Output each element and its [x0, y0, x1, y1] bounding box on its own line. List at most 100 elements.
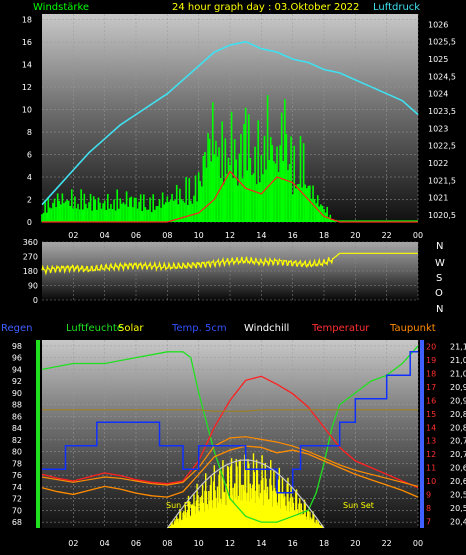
- humidity-line: [41, 345, 419, 523]
- x-tick: 10: [194, 231, 204, 240]
- ticks-middle: 0 90 180 270 360: [23, 238, 38, 305]
- compass-o: O: [435, 288, 443, 299]
- compass-n1: N: [436, 241, 443, 252]
- y-left-tick: 12: [22, 83, 32, 92]
- y-rain-tick: 20,8: [450, 423, 466, 432]
- ticks-top: 0246810121416181020,510211021,510221022,…: [22, 16, 456, 240]
- y-left-tick: 90: [12, 389, 22, 398]
- y-left-tick: 94: [12, 365, 22, 374]
- y-left-tick: 72: [12, 495, 22, 504]
- y-left-tick: 18: [22, 16, 32, 25]
- x-tick: 14: [256, 539, 266, 548]
- x-tick: 18: [319, 231, 329, 240]
- y-left-tick: 14: [22, 61, 32, 70]
- x-tick: 16: [288, 539, 298, 548]
- y-temp-tick: 9: [426, 490, 431, 499]
- pressure-line: [41, 40, 419, 206]
- y-rain-tick: 20,9: [450, 396, 466, 405]
- compass-s: S: [436, 273, 442, 284]
- y-left-tick: 4: [27, 173, 32, 182]
- x-tick: 22: [382, 231, 392, 240]
- y-right-tick: 1022: [428, 159, 448, 168]
- x-tick: 08: [162, 231, 172, 240]
- y-tick: 180: [23, 267, 38, 276]
- y-temp-tick: 8: [426, 504, 431, 513]
- y-temp-tick: 13: [426, 437, 436, 446]
- y-tick: 270: [23, 253, 38, 262]
- y-rain-tick: 21,0: [450, 356, 466, 365]
- y-left-tick: 70: [12, 506, 22, 515]
- temperature-line: [41, 375, 419, 489]
- y-tick: 90: [28, 282, 38, 291]
- x-tick: 04: [100, 231, 110, 240]
- solar-area: [167, 453, 324, 528]
- legend-temp5cm: Temp. 5cm: [171, 323, 227, 334]
- x-tick: 00: [413, 539, 423, 548]
- right-axis-title: Luftdruck: [373, 2, 420, 13]
- windchill-line: [41, 436, 419, 487]
- y-right-tick: 1026: [428, 20, 448, 29]
- y-right-tick: 1023: [428, 124, 448, 133]
- y-right-tick: 1021: [428, 194, 448, 203]
- y-left-tick: 76: [12, 471, 22, 480]
- y-rain-tick: 20,9: [450, 383, 466, 392]
- sunrise-label: Sun Rise: [166, 501, 201, 510]
- y-temp-tick: 12: [426, 450, 436, 459]
- compass-n2: N: [436, 304, 443, 315]
- wind-direction-line: [41, 252, 418, 276]
- y-right-tick: 1021,5: [428, 176, 456, 185]
- y-left-tick: 8: [27, 128, 32, 137]
- y-rain-tick: 20,7: [450, 450, 466, 459]
- x-tick: 22: [382, 539, 392, 548]
- y-temp-tick: 10: [426, 477, 436, 486]
- y-rain-tick: 20,6: [450, 477, 466, 486]
- y-rain-tick: 21,1: [450, 343, 466, 352]
- y-left-tick: 74: [12, 483, 22, 492]
- sunset-label: Sun Set: [343, 501, 374, 510]
- y-left-tick: 80: [12, 448, 22, 457]
- y-left-tick: 96: [12, 354, 22, 363]
- grid-middle: [42, 241, 419, 301]
- compass-w: W: [435, 258, 445, 269]
- y-right-tick: 1022,5: [428, 142, 456, 151]
- x-tick: 18: [319, 539, 329, 548]
- x-tick: 00: [413, 231, 423, 240]
- y-left-tick: 68: [12, 518, 22, 527]
- y-left-tick: 92: [12, 377, 22, 386]
- legend-luftfeuchte: Luftfeuchte: [66, 323, 123, 334]
- y-left-tick: 86: [12, 412, 22, 421]
- y-temp-tick: 17: [426, 383, 436, 392]
- x-tick: 04: [100, 539, 110, 548]
- y-rain-tick: 21,0: [450, 370, 466, 379]
- y-left-tick: 0: [27, 218, 32, 227]
- y-rain-tick: 20,5: [450, 490, 466, 499]
- x-tick: 02: [68, 231, 78, 240]
- y-right-tick: 1020,5: [428, 211, 456, 220]
- humidity-axis-bar: [36, 340, 40, 528]
- y-left-tick: 88: [12, 401, 22, 410]
- y-left-tick: 82: [12, 436, 22, 445]
- y-right-tick: 1025: [428, 55, 448, 64]
- wind-avg-line: [42, 170, 418, 223]
- y-left-tick: 16: [22, 38, 32, 47]
- legend-solar: Solar: [118, 323, 144, 334]
- y-temp-tick: 11: [426, 464, 436, 473]
- y-temp-tick: 16: [426, 396, 436, 405]
- y-temp-tick: 20: [426, 343, 436, 352]
- compass-labels: N W S O N: [435, 241, 445, 315]
- x-tick: 02: [68, 539, 78, 548]
- y-rain-tick: 20,4: [450, 517, 466, 526]
- x-tick: 08: [162, 539, 172, 548]
- left-axis-title: Windstärke: [33, 2, 89, 13]
- y-right-tick: 1024,5: [428, 72, 456, 81]
- dewpoint-line: [41, 445, 419, 498]
- legend-windchill: Windchill: [244, 323, 289, 334]
- x-tick: 06: [131, 539, 141, 548]
- y-right-tick: 1023,5: [428, 107, 456, 116]
- y-rain-tick: 20,6: [450, 464, 466, 473]
- x-tick: 12: [225, 539, 235, 548]
- legend-temperatur: Temperatur: [311, 323, 370, 334]
- x-tick: 12: [225, 231, 235, 240]
- grid-top: [42, 14, 419, 223]
